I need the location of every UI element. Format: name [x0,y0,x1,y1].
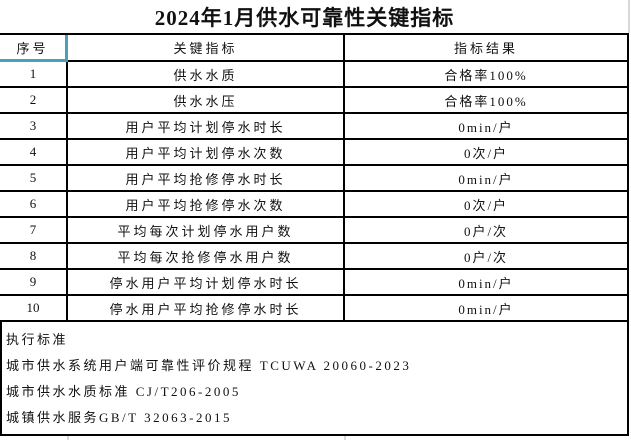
result-cell[interactable]: 0min/户 [345,270,629,296]
indicator-cell[interactable]: 平均每次抢修停水用户数 [68,244,345,270]
gridline [628,0,630,33]
indicator-cell[interactable]: 用户平均计划停水时长 [68,114,345,140]
table-header-row: 序号 关键指标 指标结果 [0,35,629,62]
result-cell[interactable]: 0min/户 [345,166,629,192]
indicator-cell[interactable]: 停水用户平均抢修停水时长 [68,296,345,322]
sheet-title: 2024年1月供水可靠性关键指标 [154,5,455,30]
table-row: 7 平均每次计划停水用户数 0户/次 [0,218,629,244]
indicators-table: 序号 关键指标 指标结果 1 供水水质 合格率100% 2 供水水压 合格率10… [0,33,629,322]
header-cell-no[interactable]: 序号 [0,35,68,62]
result-cell[interactable]: 0户/次 [345,244,629,270]
standards-heading[interactable]: 执行标准 [6,332,69,347]
table-row: 2 供水水压 合格率100% [0,88,629,114]
indicator-cell[interactable]: 平均每次计划停水用户数 [68,218,345,244]
row-no-cell[interactable]: 9 [0,270,68,296]
result-cell[interactable]: 0户/次 [345,218,629,244]
table-row: 4 用户平均计划停水次数 0次/户 [0,140,629,166]
indicator-cell[interactable]: 用户平均抢修停水时长 [68,166,345,192]
indicator-cell[interactable]: 用户平均计划停水次数 [68,140,345,166]
row-no-cell[interactable]: 1 [0,62,68,88]
row-no-cell[interactable]: 7 [0,218,68,244]
gridline [67,436,69,440]
indicator-cell[interactable]: 供水水质 [68,62,345,88]
table-row: 1 供水水质 合格率100% [0,62,629,88]
row-no-cell[interactable]: 6 [0,192,68,218]
gridline [344,436,346,440]
header-cell-result[interactable]: 指标结果 [345,35,629,62]
table-row: 5 用户平均抢修停水时长 0min/户 [0,166,629,192]
row-no-cell[interactable]: 2 [0,88,68,114]
result-cell[interactable]: 0次/户 [345,140,629,166]
result-cell[interactable]: 合格率100% [345,88,629,114]
standard-item[interactable]: 城市供水系统用户端可靠性评价规程 TCUWA 20060-2023 [6,358,412,373]
standards-section: 执行标准 城市供水系统用户端可靠性评价规程 TCUWA 20060-2023 城… [0,322,629,436]
indicator-cell[interactable]: 用户平均抢修停水次数 [68,192,345,218]
header-cell-indicator[interactable]: 关键指标 [68,35,345,62]
result-cell[interactable]: 0min/户 [345,296,629,322]
standard-item[interactable]: 城市供水水质标准 CJ/T206-2005 [6,384,241,399]
row-no-cell[interactable]: 4 [0,140,68,166]
table-row: 6 用户平均抢修停水次数 0次/户 [0,192,629,218]
table-row: 9 停水用户平均计划停水时长 0min/户 [0,270,629,296]
result-cell[interactable]: 0次/户 [345,192,629,218]
standard-item[interactable]: 城镇供水服务GB/T 32063-2015 [6,410,232,425]
result-cell[interactable]: 合格率100% [345,62,629,88]
row-no-cell[interactable]: 5 [0,166,68,192]
row-no-cell[interactable]: 3 [0,114,68,140]
table-row: 10 停水用户平均抢修停水时长 0min/户 [0,296,629,322]
table-row: 8 平均每次抢修停水用户数 0户/次 [0,244,629,270]
indicator-cell[interactable]: 供水水压 [68,88,345,114]
row-no-cell[interactable]: 10 [0,296,68,322]
row-no-cell[interactable]: 8 [0,244,68,270]
indicator-cell[interactable]: 停水用户平均计划停水时长 [68,270,345,296]
table-row: 3 用户平均计划停水时长 0min/户 [0,114,629,140]
result-cell[interactable]: 0min/户 [345,114,629,140]
